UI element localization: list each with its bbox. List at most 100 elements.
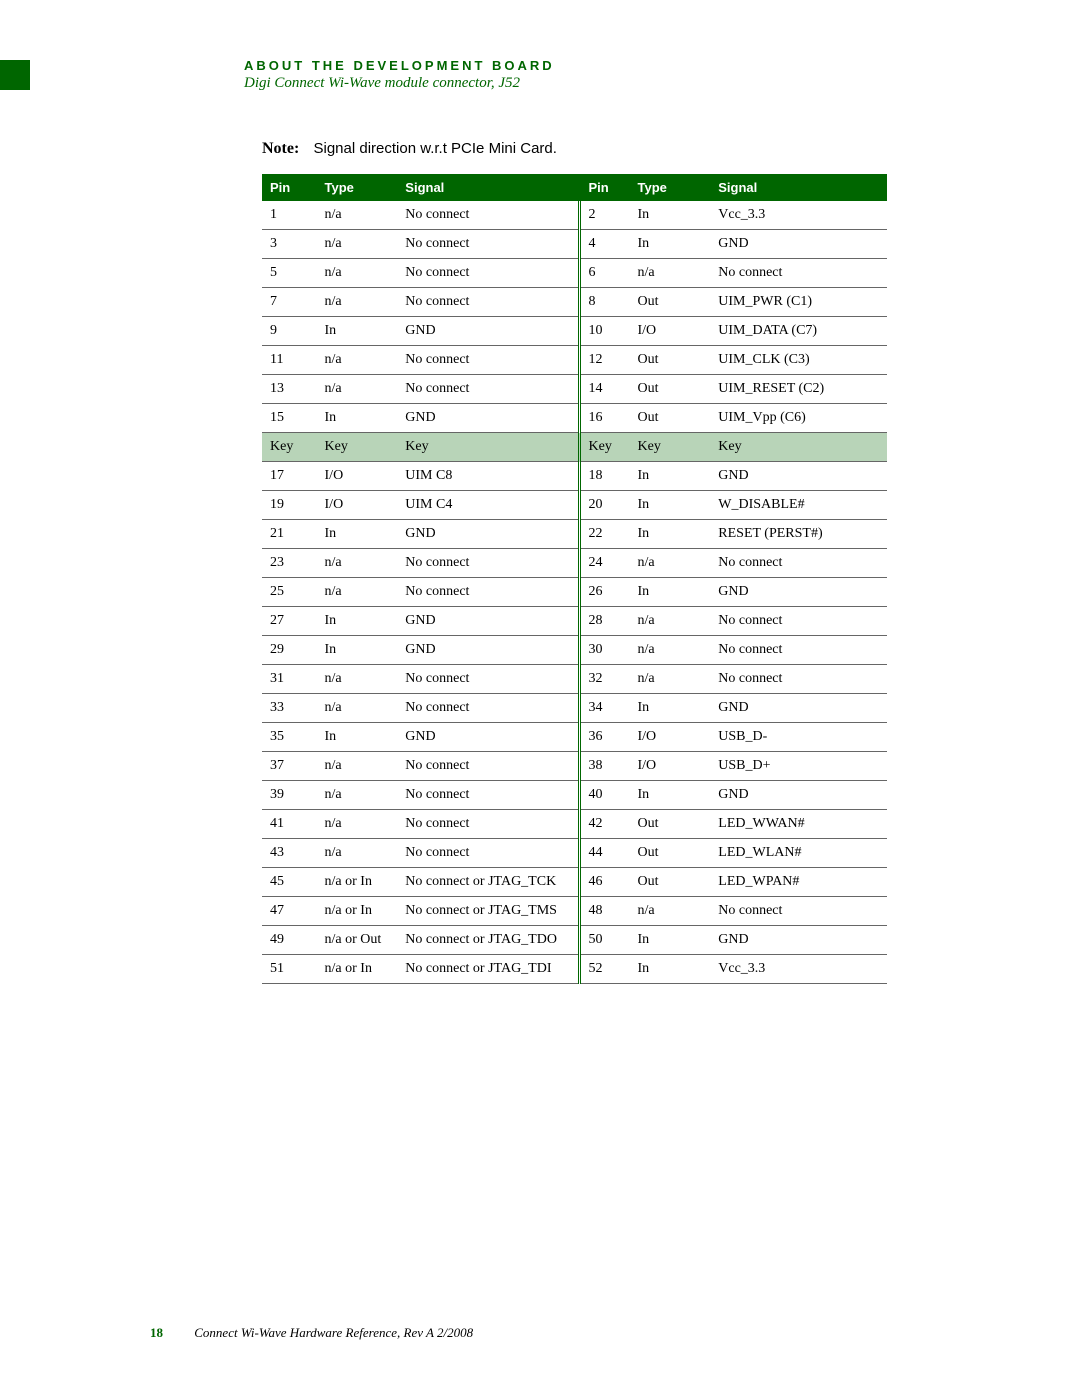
col-pin-left: Pin	[262, 174, 317, 201]
pin-left: 19	[262, 491, 317, 520]
pin-right: 48	[579, 897, 629, 926]
signal-left: No connect	[397, 230, 579, 259]
pin-right: 16	[579, 404, 629, 433]
signal-right: No connect	[710, 636, 887, 665]
type-left: In	[317, 520, 398, 549]
table-row: 37n/aNo connect38I/OUSB_D+	[262, 752, 887, 781]
table-row: 7n/aNo connect8OutUIM_PWR (C1)	[262, 288, 887, 317]
type-right: In	[630, 462, 711, 491]
pin-left: 5	[262, 259, 317, 288]
col-type-left: Type	[317, 174, 398, 201]
table-row: 51n/a or InNo connect or JTAG_TDI52InVcc…	[262, 955, 887, 984]
signal-right: GND	[710, 230, 887, 259]
pin-right: 22	[579, 520, 629, 549]
type-right: Out	[630, 404, 711, 433]
pin-right: 52	[579, 955, 629, 984]
table-row: 47n/a or InNo connect or JTAG_TMS48n/aNo…	[262, 897, 887, 926]
signal-right: USB_D+	[710, 752, 887, 781]
type-right: In	[630, 520, 711, 549]
table-row: 39n/aNo connect40InGND	[262, 781, 887, 810]
pin-right: 50	[579, 926, 629, 955]
type-left: In	[317, 404, 398, 433]
pin-left: 35	[262, 723, 317, 752]
pin-right: 36	[579, 723, 629, 752]
signal-left: No connect	[397, 375, 579, 404]
pin-right: 8	[579, 288, 629, 317]
type-right: In	[630, 926, 711, 955]
pin-right: 32	[579, 665, 629, 694]
type-right: In	[630, 201, 711, 230]
type-left: n/a	[317, 259, 398, 288]
signal-right: Key	[710, 433, 887, 462]
signal-right: No connect	[710, 549, 887, 578]
pin-right: 20	[579, 491, 629, 520]
type-left: n/a or In	[317, 868, 398, 897]
signal-left: No connect or JTAG_TMS	[397, 897, 579, 926]
type-left: n/a	[317, 694, 398, 723]
table-row: 11n/aNo connect12OutUIM_CLK (C3)	[262, 346, 887, 375]
table-row: 19I/OUIM C420InW_DISABLE#	[262, 491, 887, 520]
pin-left: 45	[262, 868, 317, 897]
type-right: n/a	[630, 549, 711, 578]
pin-left: 25	[262, 578, 317, 607]
pin-left: 29	[262, 636, 317, 665]
type-right: In	[630, 694, 711, 723]
pin-left: 33	[262, 694, 317, 723]
table-row: 3n/aNo connect4InGND	[262, 230, 887, 259]
table-row: 49n/a or OutNo connect or JTAG_TDO50InGN…	[262, 926, 887, 955]
signal-right: GND	[710, 781, 887, 810]
type-right: Out	[630, 810, 711, 839]
signal-left: No connect or JTAG_TDO	[397, 926, 579, 955]
table-row: KeyKeyKeyKeyKeyKey	[262, 433, 887, 462]
type-left: n/a	[317, 375, 398, 404]
pin-right: 34	[579, 694, 629, 723]
pin-left: 13	[262, 375, 317, 404]
footer: 18 Connect Wi-Wave Hardware Reference, R…	[150, 1325, 473, 1341]
type-right: In	[630, 578, 711, 607]
pin-left: 43	[262, 839, 317, 868]
pin-left: 3	[262, 230, 317, 259]
signal-right: LED_WWAN#	[710, 810, 887, 839]
signal-right: UIM_PWR (C1)	[710, 288, 887, 317]
table-row: 43n/aNo connect44OutLED_WLAN#	[262, 839, 887, 868]
signal-left: GND	[397, 607, 579, 636]
type-left: n/a or In	[317, 955, 398, 984]
signal-right: No connect	[710, 665, 887, 694]
pin-left: 23	[262, 549, 317, 578]
table-row: 29InGND30n/aNo connect	[262, 636, 887, 665]
signal-left: No connect	[397, 259, 579, 288]
page-number: 18	[150, 1325, 163, 1340]
signal-right: GND	[710, 694, 887, 723]
type-right: n/a	[630, 897, 711, 926]
type-right: n/a	[630, 607, 711, 636]
signal-right: LED_WLAN#	[710, 839, 887, 868]
type-right: Key	[630, 433, 711, 462]
signal-left: No connect or JTAG_TDI	[397, 955, 579, 984]
signal-right: UIM_DATA (C7)	[710, 317, 887, 346]
col-signal-left: Signal	[397, 174, 579, 201]
signal-right: LED_WPAN#	[710, 868, 887, 897]
footer-text: Connect Wi-Wave Hardware Reference, Rev …	[194, 1325, 473, 1340]
pin-right: 2	[579, 201, 629, 230]
type-right: I/O	[630, 317, 711, 346]
pin-right: 10	[579, 317, 629, 346]
type-left: n/a or Out	[317, 926, 398, 955]
pin-left: 1	[262, 201, 317, 230]
table-row: 5n/aNo connect6n/aNo connect	[262, 259, 887, 288]
pin-right: 44	[579, 839, 629, 868]
signal-left: Key	[397, 433, 579, 462]
note-label: Note:	[262, 140, 299, 157]
signal-right: USB_D-	[710, 723, 887, 752]
type-left: n/a or In	[317, 897, 398, 926]
section-title: ABOUT THE DEVELOPMENT BOARD	[244, 58, 555, 73]
signal-right: GND	[710, 926, 887, 955]
pin-left: 41	[262, 810, 317, 839]
type-right: In	[630, 781, 711, 810]
table-row: 27InGND28n/aNo connect	[262, 607, 887, 636]
type-right: I/O	[630, 723, 711, 752]
signal-left: No connect or JTAG_TCK	[397, 868, 579, 897]
type-left: n/a	[317, 752, 398, 781]
section-subtitle: Digi Connect Wi-Wave module connector, J…	[244, 75, 555, 92]
pin-right: 40	[579, 781, 629, 810]
type-left: n/a	[317, 230, 398, 259]
